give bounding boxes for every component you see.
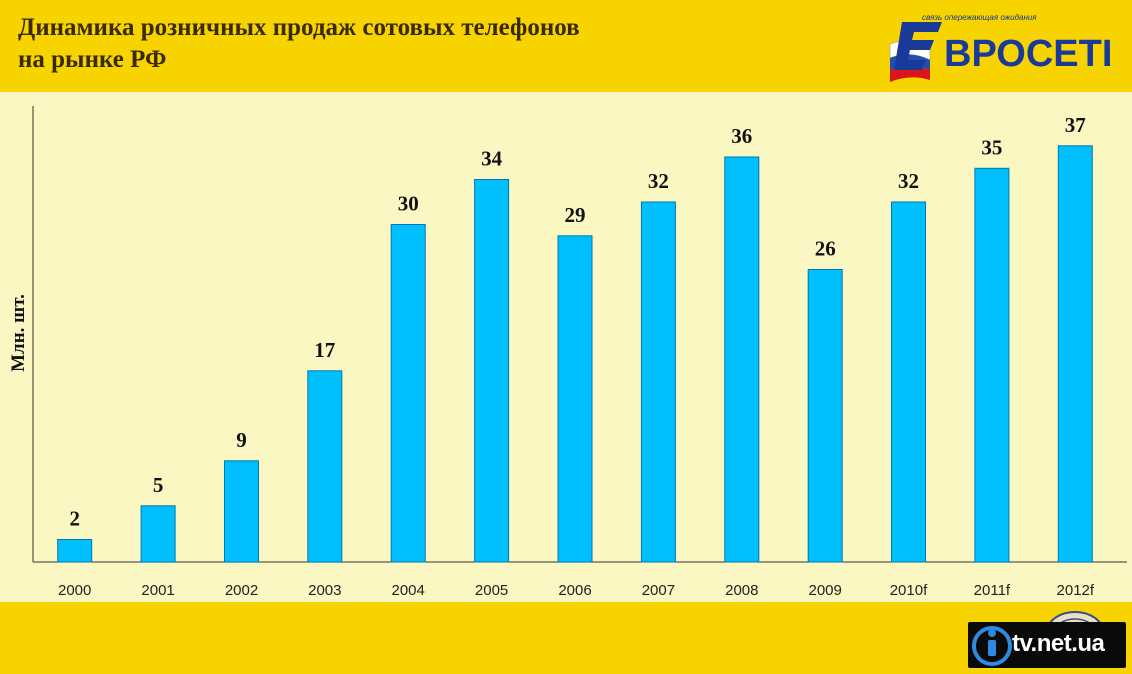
x-tick-label-2011f: 2011f bbox=[974, 582, 1011, 599]
data-label-2002: 9 bbox=[236, 428, 247, 452]
x-tick-label-2010f: 2010f bbox=[890, 582, 928, 599]
x-tick-label-2001: 2001 bbox=[141, 582, 174, 599]
data-label-2005: 34 bbox=[481, 147, 503, 171]
x-tick-label-2000: 2000 bbox=[58, 582, 91, 599]
watermark: tv.net.ua bbox=[968, 622, 1126, 668]
data-label-2011f: 35 bbox=[981, 135, 1002, 159]
bar-2010f bbox=[891, 201, 926, 563]
bar-2009 bbox=[807, 269, 843, 563]
bar-2000 bbox=[57, 539, 93, 563]
x-tick-label-2006: 2006 bbox=[558, 582, 591, 599]
bar-2001 bbox=[140, 505, 176, 563]
x-tick-label-2002: 2002 bbox=[225, 582, 258, 599]
data-label-2003: 17 bbox=[314, 338, 335, 362]
data-label-2000: 2 bbox=[69, 507, 80, 531]
bar-2008 bbox=[724, 156, 760, 563]
x-tick-label-2003: 2003 bbox=[308, 582, 341, 599]
data-label-2004: 30 bbox=[398, 192, 419, 216]
tv-logo-icon bbox=[972, 626, 1012, 666]
bar-2011f bbox=[974, 167, 1010, 563]
x-tick-label-2005: 2005 bbox=[475, 582, 508, 599]
x-tick-label-2012f: 2012f bbox=[1057, 582, 1095, 599]
bar-2012f bbox=[1057, 145, 1093, 563]
brand-logo-icon: связь опережающая ожидания ВРОСЕТЬ bbox=[889, 13, 1129, 82]
data-label-2012f: 37 bbox=[1065, 113, 1086, 137]
x-tick-label-2008: 2008 bbox=[725, 582, 758, 599]
data-label-2006: 29 bbox=[565, 203, 586, 227]
y-axis-label: Млн. шт. bbox=[8, 294, 29, 372]
data-label-2010f: 32 bbox=[898, 169, 919, 193]
watermark-text: tv.net.ua bbox=[1012, 630, 1105, 657]
bar-2002 bbox=[224, 460, 259, 563]
bar-2007 bbox=[640, 201, 676, 563]
data-label-2008: 36 bbox=[731, 124, 752, 148]
chart-title-line-2: на рынке РФ bbox=[18, 46, 167, 73]
data-label-2007: 32 bbox=[648, 169, 669, 193]
chart-title-line-1: Динамика розничных продаж сотовых телефо… bbox=[18, 14, 580, 41]
x-tick-label-2009: 2009 bbox=[809, 582, 842, 599]
x-tick-label-2004: 2004 bbox=[392, 582, 425, 599]
bar-2003 bbox=[307, 370, 343, 563]
brand-logo: связь опережающая ожидания ВРОСЕТЬ bbox=[880, 8, 1129, 88]
plot-area: 2 2000 5 2001 9 2002 17 2003 30 2004 34 2005 29 2006 3… bbox=[0, 92, 1132, 602]
chart-title: Динамика розничных продаж сотовых телефо… bbox=[18, 12, 580, 76]
bar-2004 bbox=[390, 224, 426, 563]
data-label-2001: 5 bbox=[153, 473, 164, 497]
bar-2005 bbox=[474, 179, 510, 563]
svg-text:ВРОСЕТЬ: ВРОСЕТЬ bbox=[944, 33, 1110, 75]
x-tick-label-2007: 2007 bbox=[642, 582, 675, 599]
svg-text:связь опережающая ожидания: связь опережающая ожидания bbox=[922, 13, 1037, 22]
bar-2006 bbox=[557, 235, 593, 563]
data-label-2009: 26 bbox=[815, 237, 836, 261]
bar-chart: 2 2000 5 2001 9 2002 17 2003 30 2004 34 2005 29 2006 3… bbox=[32, 106, 1127, 599]
